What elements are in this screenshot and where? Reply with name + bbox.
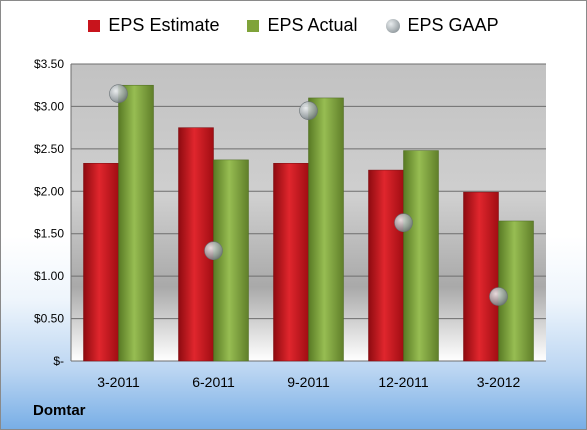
point-eps-gaap bbox=[394, 213, 413, 232]
estimate-swatch bbox=[88, 19, 101, 32]
y-axis: $- $0.50 $1.00 $1.50 $2.00 $2.50 $3.00 $3.50 bbox=[34, 57, 64, 368]
y-tick-label: $3.50 bbox=[34, 57, 64, 71]
y-tick-label: $2.00 bbox=[34, 184, 64, 198]
y-tick-label: $3.00 bbox=[34, 99, 64, 113]
legend: EPS Estimate EPS Actual EPS GAAP bbox=[1, 15, 586, 36]
bar-eps-estimate bbox=[368, 169, 404, 362]
point-eps-gaap bbox=[489, 287, 508, 306]
x-axis: 3-2011 6-2011 9-2011 12-2011 3-2012 bbox=[97, 374, 520, 390]
bar-eps-estimate bbox=[273, 163, 309, 362]
legend-item-actual: EPS Actual bbox=[247, 15, 358, 36]
x-category-label: 6-2011 bbox=[192, 374, 235, 390]
x-category-label: 3-2012 bbox=[477, 374, 521, 390]
bar-eps-actual bbox=[308, 97, 344, 362]
legend-item-estimate: EPS Estimate bbox=[88, 15, 219, 36]
bar-eps-actual bbox=[213, 159, 249, 362]
point-eps-gaap bbox=[204, 241, 223, 260]
gaap-swatch bbox=[385, 18, 400, 33]
x-category-label: 9-2011 bbox=[287, 374, 330, 390]
bar-eps-estimate bbox=[463, 191, 499, 362]
legend-label-estimate: EPS Estimate bbox=[108, 15, 220, 35]
bar-eps-estimate bbox=[83, 163, 119, 362]
y-tick-label: $1.50 bbox=[34, 227, 64, 241]
legend-label-actual: EPS Actual bbox=[267, 15, 358, 35]
x-category-label: 3-2011 bbox=[97, 374, 140, 390]
company-name: Domtar bbox=[33, 402, 86, 419]
legend-item-gaap: EPS GAAP bbox=[385, 15, 499, 36]
eps-chart: $- $0.50 $1.00 $1.50 $2.00 $2.50 $3.00 $3.50 3-… bbox=[34, 57, 546, 390]
y-tick-label: $- bbox=[53, 354, 64, 368]
y-tick-label: $1.00 bbox=[34, 269, 64, 283]
legend-label-gaap: EPS GAAP bbox=[407, 15, 499, 35]
y-tick-label: $2.50 bbox=[34, 142, 64, 156]
point-eps-gaap bbox=[109, 84, 128, 103]
bar-eps-actual bbox=[403, 150, 439, 362]
point-eps-gaap bbox=[299, 101, 318, 120]
x-category-label: 12-2011 bbox=[378, 374, 429, 390]
bar-eps-actual bbox=[118, 84, 154, 362]
y-tick-label: $0.50 bbox=[34, 312, 64, 326]
actual-swatch bbox=[247, 19, 260, 32]
gaap-points bbox=[109, 84, 508, 306]
bars bbox=[83, 84, 534, 362]
